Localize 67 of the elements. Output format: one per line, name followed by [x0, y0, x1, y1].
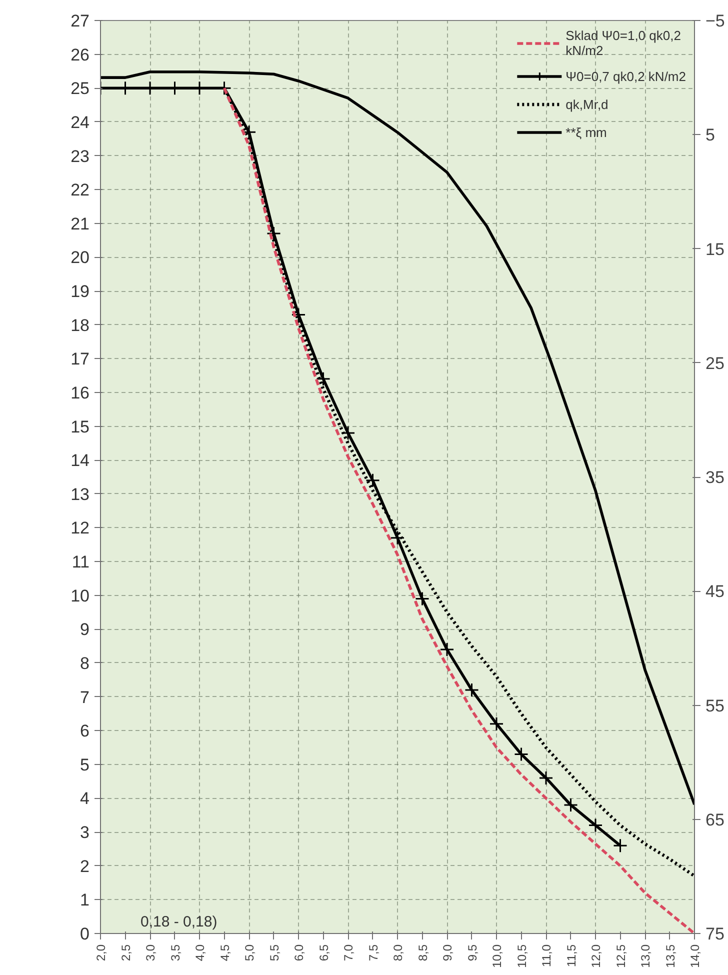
- x-tick-label: 4,5: [218, 944, 232, 962]
- y-tick-label: 15: [70, 417, 90, 436]
- x-tick-label: 7,0: [342, 944, 356, 962]
- y-tick-label: 6: [80, 722, 90, 741]
- x-tick-label: 5,5: [267, 944, 282, 962]
- y2-tick-label: 25: [706, 354, 724, 373]
- x-tick-label: 12,0: [589, 944, 603, 968]
- y-tick-label: 16: [70, 383, 90, 402]
- x-tick-label: 6,0: [292, 944, 306, 962]
- x-tick-label: 9,5: [465, 944, 480, 962]
- y2-tick-label: 15: [706, 240, 724, 259]
- x-tick-label: 2,5: [118, 944, 133, 962]
- y-tick-label: 2: [80, 856, 90, 876]
- y-tick-label: 5: [80, 755, 90, 774]
- y2-tick-label: −5: [706, 12, 725, 30]
- x-tick-label: 3,5: [168, 944, 182, 962]
- y-tick-label: 20: [70, 248, 90, 268]
- y-tick-label: 17: [70, 350, 90, 369]
- y-tick-label: 12: [70, 518, 90, 538]
- x-tick-label: 4,0: [193, 944, 207, 962]
- y-tick-label: 18: [70, 316, 90, 335]
- x-tick-label: 8,0: [391, 944, 405, 962]
- y-tick-label: 24: [70, 112, 90, 132]
- y-tick-label: 26: [70, 45, 90, 64]
- x-tick-label: 3,0: [144, 944, 158, 962]
- x-tick-label: 2,0: [94, 944, 108, 962]
- x-tick-label: 9,0: [440, 944, 454, 962]
- y-tick-label: 9: [80, 620, 90, 640]
- x-tick-label: 13,5: [663, 944, 678, 968]
- y-tick-label: 27: [70, 12, 90, 30]
- x-tick-label: 13,0: [638, 944, 652, 968]
- y2-tick-label: 45: [706, 582, 724, 602]
- y-tick-label: 22: [70, 180, 90, 200]
- y2-tick-label: 55: [706, 696, 724, 716]
- y-tick-label: 10: [70, 586, 90, 606]
- y-tick-label: 14: [70, 451, 90, 470]
- y-tick-label: 7: [80, 688, 90, 707]
- y-tick-label: 3: [80, 823, 90, 842]
- x-tick-label: 5,0: [242, 944, 256, 962]
- y2-tick-label: 65: [706, 810, 724, 830]
- annotation: 0,18 - 0,18): [140, 914, 218, 930]
- y-tick-label: 0: [80, 924, 90, 944]
- y2-tick-label: 75: [706, 924, 724, 944]
- x-tick-label: 10,5: [514, 944, 529, 968]
- legend-label: **ξ mm: [566, 124, 607, 140]
- y-tick-label: 23: [70, 146, 90, 166]
- legend-label: Sklad Ψ0=1,0 qk0,2 kN/m2: [566, 28, 681, 58]
- legend-label: qk,Mr,d: [566, 96, 608, 112]
- y-tick-label: 25: [70, 79, 90, 98]
- x-tick-label: 12,5: [614, 944, 628, 968]
- y-tick-label: 1: [80, 890, 90, 910]
- y-tick-label: 8: [80, 654, 90, 673]
- x-tick-label: 14,0: [688, 944, 702, 968]
- y-tick-label: 13: [70, 484, 90, 504]
- y-tick-label: 19: [70, 282, 90, 302]
- y-tick-label: 11: [72, 552, 90, 572]
- y-tick-label: 4: [80, 789, 90, 808]
- y2-tick-label: 35: [706, 468, 724, 487]
- y2-tick-label: 5: [706, 126, 715, 145]
- x-tick-label: 11,5: [564, 944, 578, 967]
- legend-label: Ψ0=0,7 qk0,2 kN/m2: [566, 68, 686, 84]
- x-tick-label: 10,0: [490, 944, 504, 968]
- x-tick-label: 6,5: [316, 944, 331, 962]
- x-tick-label: 7,5: [366, 944, 380, 962]
- x-tick-label: 8,5: [416, 944, 430, 962]
- y-tick-label: 21: [70, 214, 90, 234]
- x-tick-label: 11,0: [540, 944, 554, 967]
